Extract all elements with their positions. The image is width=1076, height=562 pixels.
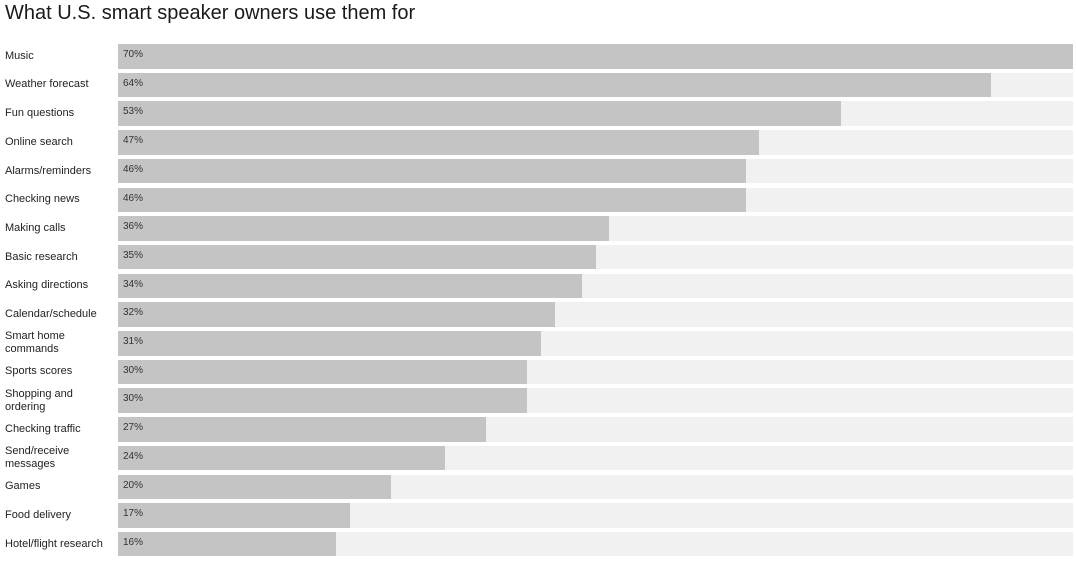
data-label: 30% [123, 393, 144, 405]
data-label: 27% [123, 422, 144, 434]
data-label: 35% [123, 249, 144, 261]
category-label: Calendar/schedule [5, 308, 97, 321]
bar [118, 417, 487, 442]
category-label: Sports scores [5, 365, 73, 378]
category-label: Weather forecast [5, 78, 89, 91]
category-label: Checking traffic [5, 422, 81, 435]
data-label: 30% [123, 364, 144, 376]
bar-track: 35% [118, 244, 1073, 270]
category-label: Basic research [5, 250, 78, 263]
data-label: 53% [123, 106, 144, 118]
bar [118, 359, 528, 385]
chart-title: What U.S. smart speaker owners use them … [5, 2, 416, 24]
bar [118, 273, 582, 299]
category-label: Online search [5, 135, 73, 148]
bar [118, 474, 391, 499]
bar-track: 27% [118, 417, 1073, 442]
bar-track: 46% [118, 158, 1073, 184]
bar-track: 20% [118, 474, 1073, 499]
bar [118, 244, 596, 270]
bar [118, 388, 528, 413]
bar [118, 101, 842, 126]
category-label: Making calls [5, 221, 66, 234]
bar [118, 216, 610, 241]
data-label: 46% [123, 192, 144, 204]
data-label: 46% [123, 163, 144, 175]
data-label: 36% [123, 221, 144, 233]
category-label: Asking directions [5, 279, 89, 292]
bar [118, 445, 446, 471]
bar-track: 47% [118, 130, 1073, 155]
category-label: Alarms/reminders [5, 164, 92, 177]
data-label: 31% [123, 336, 144, 347]
data-label: 20% [123, 479, 144, 491]
bar-track: 70% [118, 44, 1073, 69]
bar-track: 31% [118, 331, 1073, 356]
bar-track: 16% [118, 531, 1073, 557]
category-label: Shopping and ordering [5, 387, 73, 413]
data-label: 70% [123, 49, 144, 60]
category-label: Smart home commands [5, 330, 65, 356]
bar-track: 64% [118, 72, 1073, 98]
bar-track: 32% [118, 302, 1073, 327]
bar-track: 30% [118, 388, 1073, 413]
bar [118, 531, 337, 557]
bar [118, 302, 555, 327]
data-label: 47% [123, 135, 144, 147]
category-label: Fun questions [5, 107, 75, 120]
bar [118, 187, 746, 212]
data-label: 34% [123, 278, 144, 290]
data-label: 17% [123, 508, 144, 520]
category-label: Checking news [5, 193, 80, 206]
data-label: 64% [123, 77, 144, 89]
category-label: Food delivery [5, 508, 72, 521]
category-label: Games [5, 480, 41, 493]
data-label: 32% [123, 307, 144, 319]
bar [118, 72, 992, 98]
data-label: 24% [123, 450, 144, 462]
bar [118, 158, 746, 184]
bar [118, 503, 350, 528]
bar-track: 53% [118, 101, 1073, 126]
bar-track: 34% [118, 273, 1073, 299]
category-label: Hotel/flight research [5, 537, 103, 550]
category-label: Music [5, 49, 34, 62]
bar-track: 36% [118, 216, 1073, 241]
data-label: 16% [123, 536, 144, 548]
bar [118, 331, 541, 356]
category-label: Send/receive messages [5, 445, 70, 471]
bar-track: 24% [118, 445, 1073, 471]
bar [118, 44, 1073, 69]
bar [118, 130, 760, 155]
bar-track: 46% [118, 187, 1073, 212]
bar-track: 17% [118, 503, 1073, 528]
bar-track: 30% [118, 359, 1073, 385]
